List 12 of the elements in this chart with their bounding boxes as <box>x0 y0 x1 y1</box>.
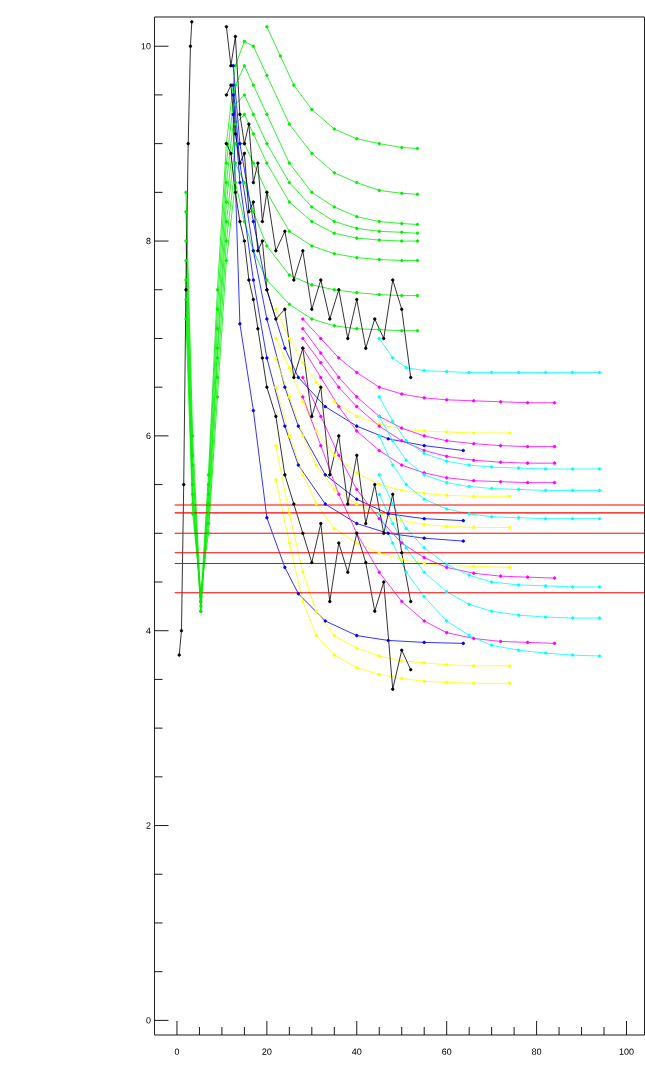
x-tick-label: 80 <box>532 1048 542 1055</box>
y-tick-label: 10 <box>141 43 151 50</box>
y-tick-label: 6 <box>146 432 151 440</box>
y-tick-label: 0 <box>146 1017 151 1024</box>
x-tick-label: 100 <box>619 1048 634 1055</box>
y-tick-label: 2 <box>146 822 151 829</box>
x-tick-label: 20 <box>262 1048 272 1055</box>
x-tick-label: 0 <box>174 1048 180 1055</box>
x-tick-label: 40 <box>352 1048 362 1055</box>
y-tick-label: 8 <box>146 237 151 245</box>
x-tick-label: 60 <box>442 1048 452 1055</box>
y-tick-label: 4 <box>146 627 151 634</box>
